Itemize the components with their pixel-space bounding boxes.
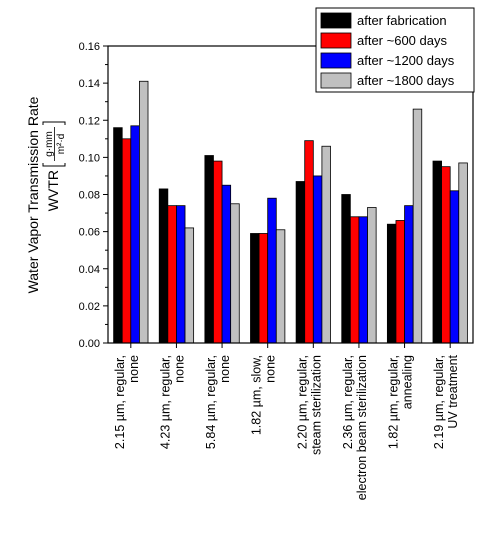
bracket-right xyxy=(42,121,66,125)
plot-frame xyxy=(107,45,474,344)
bar-7-series-2 xyxy=(395,220,405,344)
category-label: 5.84 µm, regular, xyxy=(204,355,218,449)
legend-swatch-3 xyxy=(320,52,352,69)
bar-1-series-4 xyxy=(139,80,149,344)
bracket-left xyxy=(42,163,66,167)
bar-2-series-1 xyxy=(158,188,169,344)
category-label: 2.20 µm, regular, xyxy=(295,355,309,449)
bar-1-series-1 xyxy=(113,127,123,344)
bar-3-series-2 xyxy=(213,160,223,344)
bar-7-series-4 xyxy=(412,108,423,344)
legend-label-4: after ~1800 days xyxy=(357,73,455,88)
y-axis-title-line2: WVTR xyxy=(45,170,61,211)
bar-6-series-3 xyxy=(358,216,368,344)
category-label: 4.23 µm, regular, xyxy=(158,355,172,449)
legend-label-2: after ~600 days xyxy=(357,33,447,48)
bar-4-series-3 xyxy=(267,197,277,344)
legend-label-3: after ~1200 days xyxy=(357,53,455,68)
category-label: 1.82 µm, regular, xyxy=(387,355,401,449)
y-axis-title-line1: Water Vapor Transmission Rate xyxy=(25,96,41,293)
bar-6-series-1 xyxy=(341,194,351,344)
legend-swatch-4 xyxy=(320,72,352,89)
bar-4-series-2 xyxy=(258,233,269,344)
category-label: 2.19 µm, regular, xyxy=(432,355,446,449)
bar-4-series-1 xyxy=(250,233,260,344)
category-label: 2.36 µm, regular, xyxy=(341,355,355,449)
y-tick-label: 0.04 xyxy=(79,264,100,276)
y-tick-label: 0.02 xyxy=(79,301,100,313)
category-label: electron beam sterilization xyxy=(355,355,369,500)
bar-2-series-3 xyxy=(176,205,186,344)
bar-2-series-2 xyxy=(167,205,177,344)
plot-area: 0.00 0.02 0.04 0.06 0.08 0.10 0.12 0.14 0.16 2.15… xyxy=(79,41,474,500)
category-label: annealing xyxy=(401,355,415,409)
category-label: UV treatment xyxy=(446,354,460,428)
bar-3-series-4 xyxy=(230,203,240,344)
bar-5-series-1 xyxy=(295,181,306,344)
bar-7-series-3 xyxy=(404,205,414,344)
legend: after fabrication after ~600 days after ~1… xyxy=(315,7,475,93)
y-tick-label: 0.16 xyxy=(79,41,100,53)
bar-8-series-4 xyxy=(458,162,468,344)
y-tick-label: 0.00 xyxy=(79,338,100,350)
bar-4-series-4 xyxy=(275,229,286,344)
bar-6-series-2 xyxy=(349,216,360,344)
y-tick-label: 0.06 xyxy=(79,227,100,239)
y-tick-label: 0.08 xyxy=(79,190,100,202)
bar-5-series-4 xyxy=(321,145,331,344)
category-label: steam sterilization xyxy=(309,355,323,455)
y-axis-unit-fraction: g·mm m²·d xyxy=(42,121,67,167)
bar-5-series-2 xyxy=(304,140,314,344)
y-tick-label: 0.14 xyxy=(79,78,100,90)
category-label: none xyxy=(264,355,278,383)
y-axis-title: Water Vapor Transmission Rate WVTR g·mm m… xyxy=(25,96,67,293)
legend-swatch-2 xyxy=(320,32,352,49)
bar-8-series-2 xyxy=(441,166,451,344)
bar-8-series-3 xyxy=(449,190,460,344)
bar-2-series-4 xyxy=(184,227,195,344)
legend-label-1: after fabrication xyxy=(357,13,447,28)
bar-7-series-1 xyxy=(386,223,397,344)
bar-5-series-3 xyxy=(312,175,323,344)
legend-swatch-1 xyxy=(320,12,352,29)
bar-3-series-1 xyxy=(204,155,214,344)
category-label: 2.15 µm, regular, xyxy=(113,355,127,449)
bar-3-series-3 xyxy=(221,184,232,344)
y-tick-label: 0.12 xyxy=(79,115,100,127)
bar-8-series-1 xyxy=(432,160,442,344)
bar-1-series-3 xyxy=(130,125,140,344)
category-label: none xyxy=(127,355,141,383)
category-label: none xyxy=(172,355,186,383)
y-tick-label: 0.10 xyxy=(79,152,100,164)
category-label: 1.82 µm, slow, xyxy=(250,355,264,435)
bar-1-series-2 xyxy=(121,138,132,344)
bar-6-series-4 xyxy=(367,207,377,344)
y-axis-unit-numerator: g·mm xyxy=(44,131,55,157)
category-label: none xyxy=(218,355,232,383)
y-axis-unit-denominator: m²·d xyxy=(56,134,67,155)
